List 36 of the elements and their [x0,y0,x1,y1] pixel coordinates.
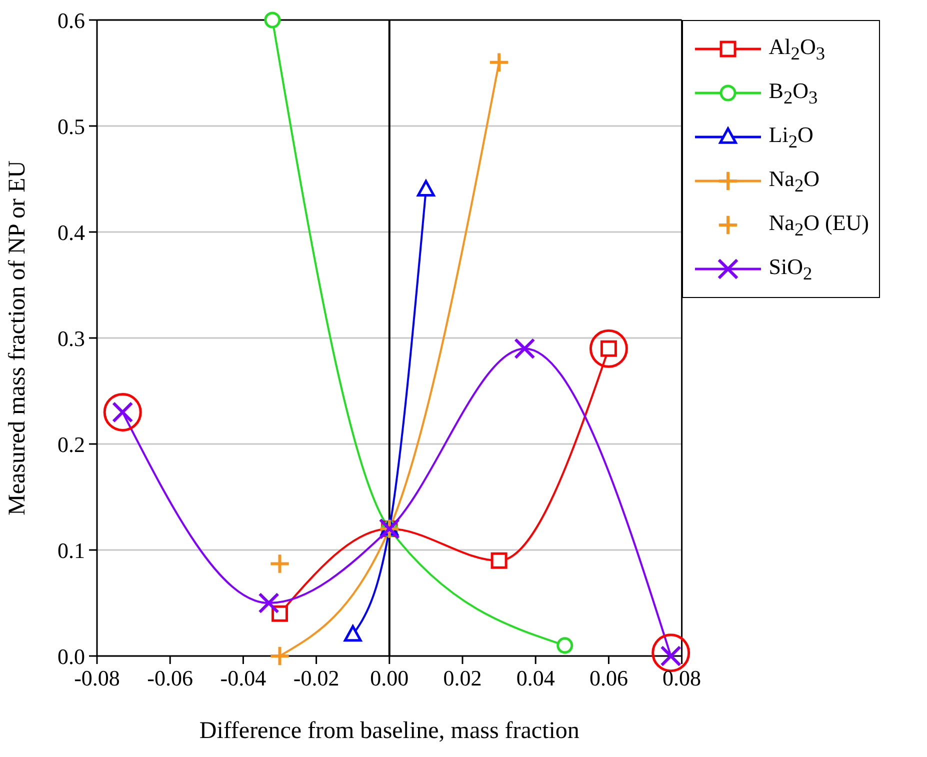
point [272,605,288,622]
point [258,592,280,614]
point [589,329,628,368]
x-tick-label: 0.00 [370,666,409,691]
point [556,637,574,654]
point [417,180,435,196]
x-tick-label: -0.04 [220,666,266,691]
x-tick-label: -0.06 [147,666,194,691]
legend-label: Na$_{2}$O [768,166,820,196]
y-tick-label: 0.4 [58,220,85,245]
x-tick-label: 0.04 [516,666,555,691]
x-tick-label: 0.02 [443,666,482,691]
point [490,552,508,569]
point [652,634,690,672]
legend-label: B$_{2}$O$_{3}$ [768,78,818,108]
legend-label: SiO$_{2}$ [768,254,812,284]
y-axis-title: Measured mass fraction of NP or EU [4,160,31,516]
x-tick-label: -0.02 [293,666,340,691]
y-tick-label: 0.1 [58,538,85,563]
legend-label: Li$_{2}$O [768,122,814,152]
x-tick-label: 0.06 [589,666,628,691]
point [344,625,362,642]
point [488,52,510,73]
y-tick-label: 0.6 [58,8,85,33]
y-tick-label: 0.2 [58,432,85,457]
x-tick-label: 0.08 [662,666,702,691]
point [103,392,142,432]
legend-label: Na$_{2}$O (EU) [768,210,869,240]
point [514,338,536,360]
point [264,12,281,28]
point [269,553,290,574]
point [269,645,290,667]
legend-label: Al$_{2}$O$_{3}$ [768,34,826,64]
y-tick-label: 0.3 [58,326,85,351]
x-axis-title: Difference from baseline, mass fraction [199,718,580,744]
y-tick-label: 0.5 [58,114,85,139]
